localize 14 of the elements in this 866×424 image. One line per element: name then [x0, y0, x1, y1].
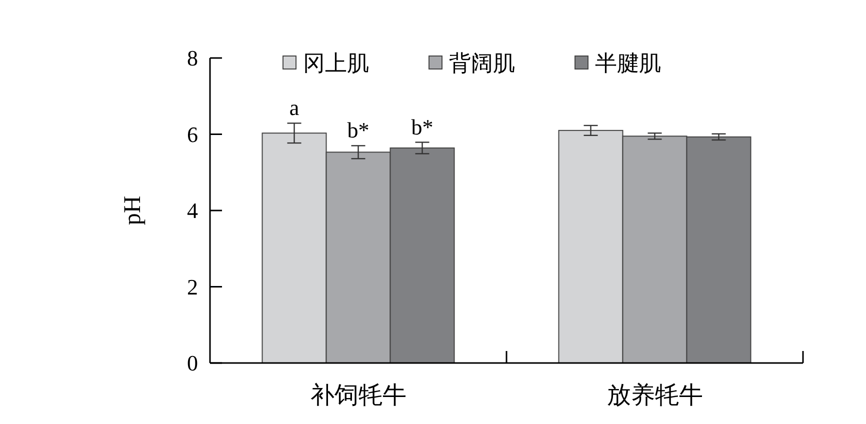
y-tick-label: 4	[187, 198, 198, 224]
annotation: a	[289, 95, 300, 120]
x-tick-label: 补饲牦牛	[310, 382, 406, 409]
y-tick-label: 2	[187, 274, 198, 300]
x-tick-label: 放养牦牛	[606, 382, 703, 409]
y-axis-title: pH	[120, 196, 146, 226]
y-tick-label: 0	[187, 350, 198, 376]
annotation: b*	[411, 114, 434, 140]
legend-label: 背阔肌	[449, 50, 515, 76]
annotation: b*	[347, 118, 370, 143]
legend-label: 半腱肌	[595, 50, 661, 76]
legend-label: 冈上肌	[303, 50, 369, 76]
y-tick-label: 8	[187, 46, 198, 71]
y-tick-label: 6	[187, 122, 198, 147]
